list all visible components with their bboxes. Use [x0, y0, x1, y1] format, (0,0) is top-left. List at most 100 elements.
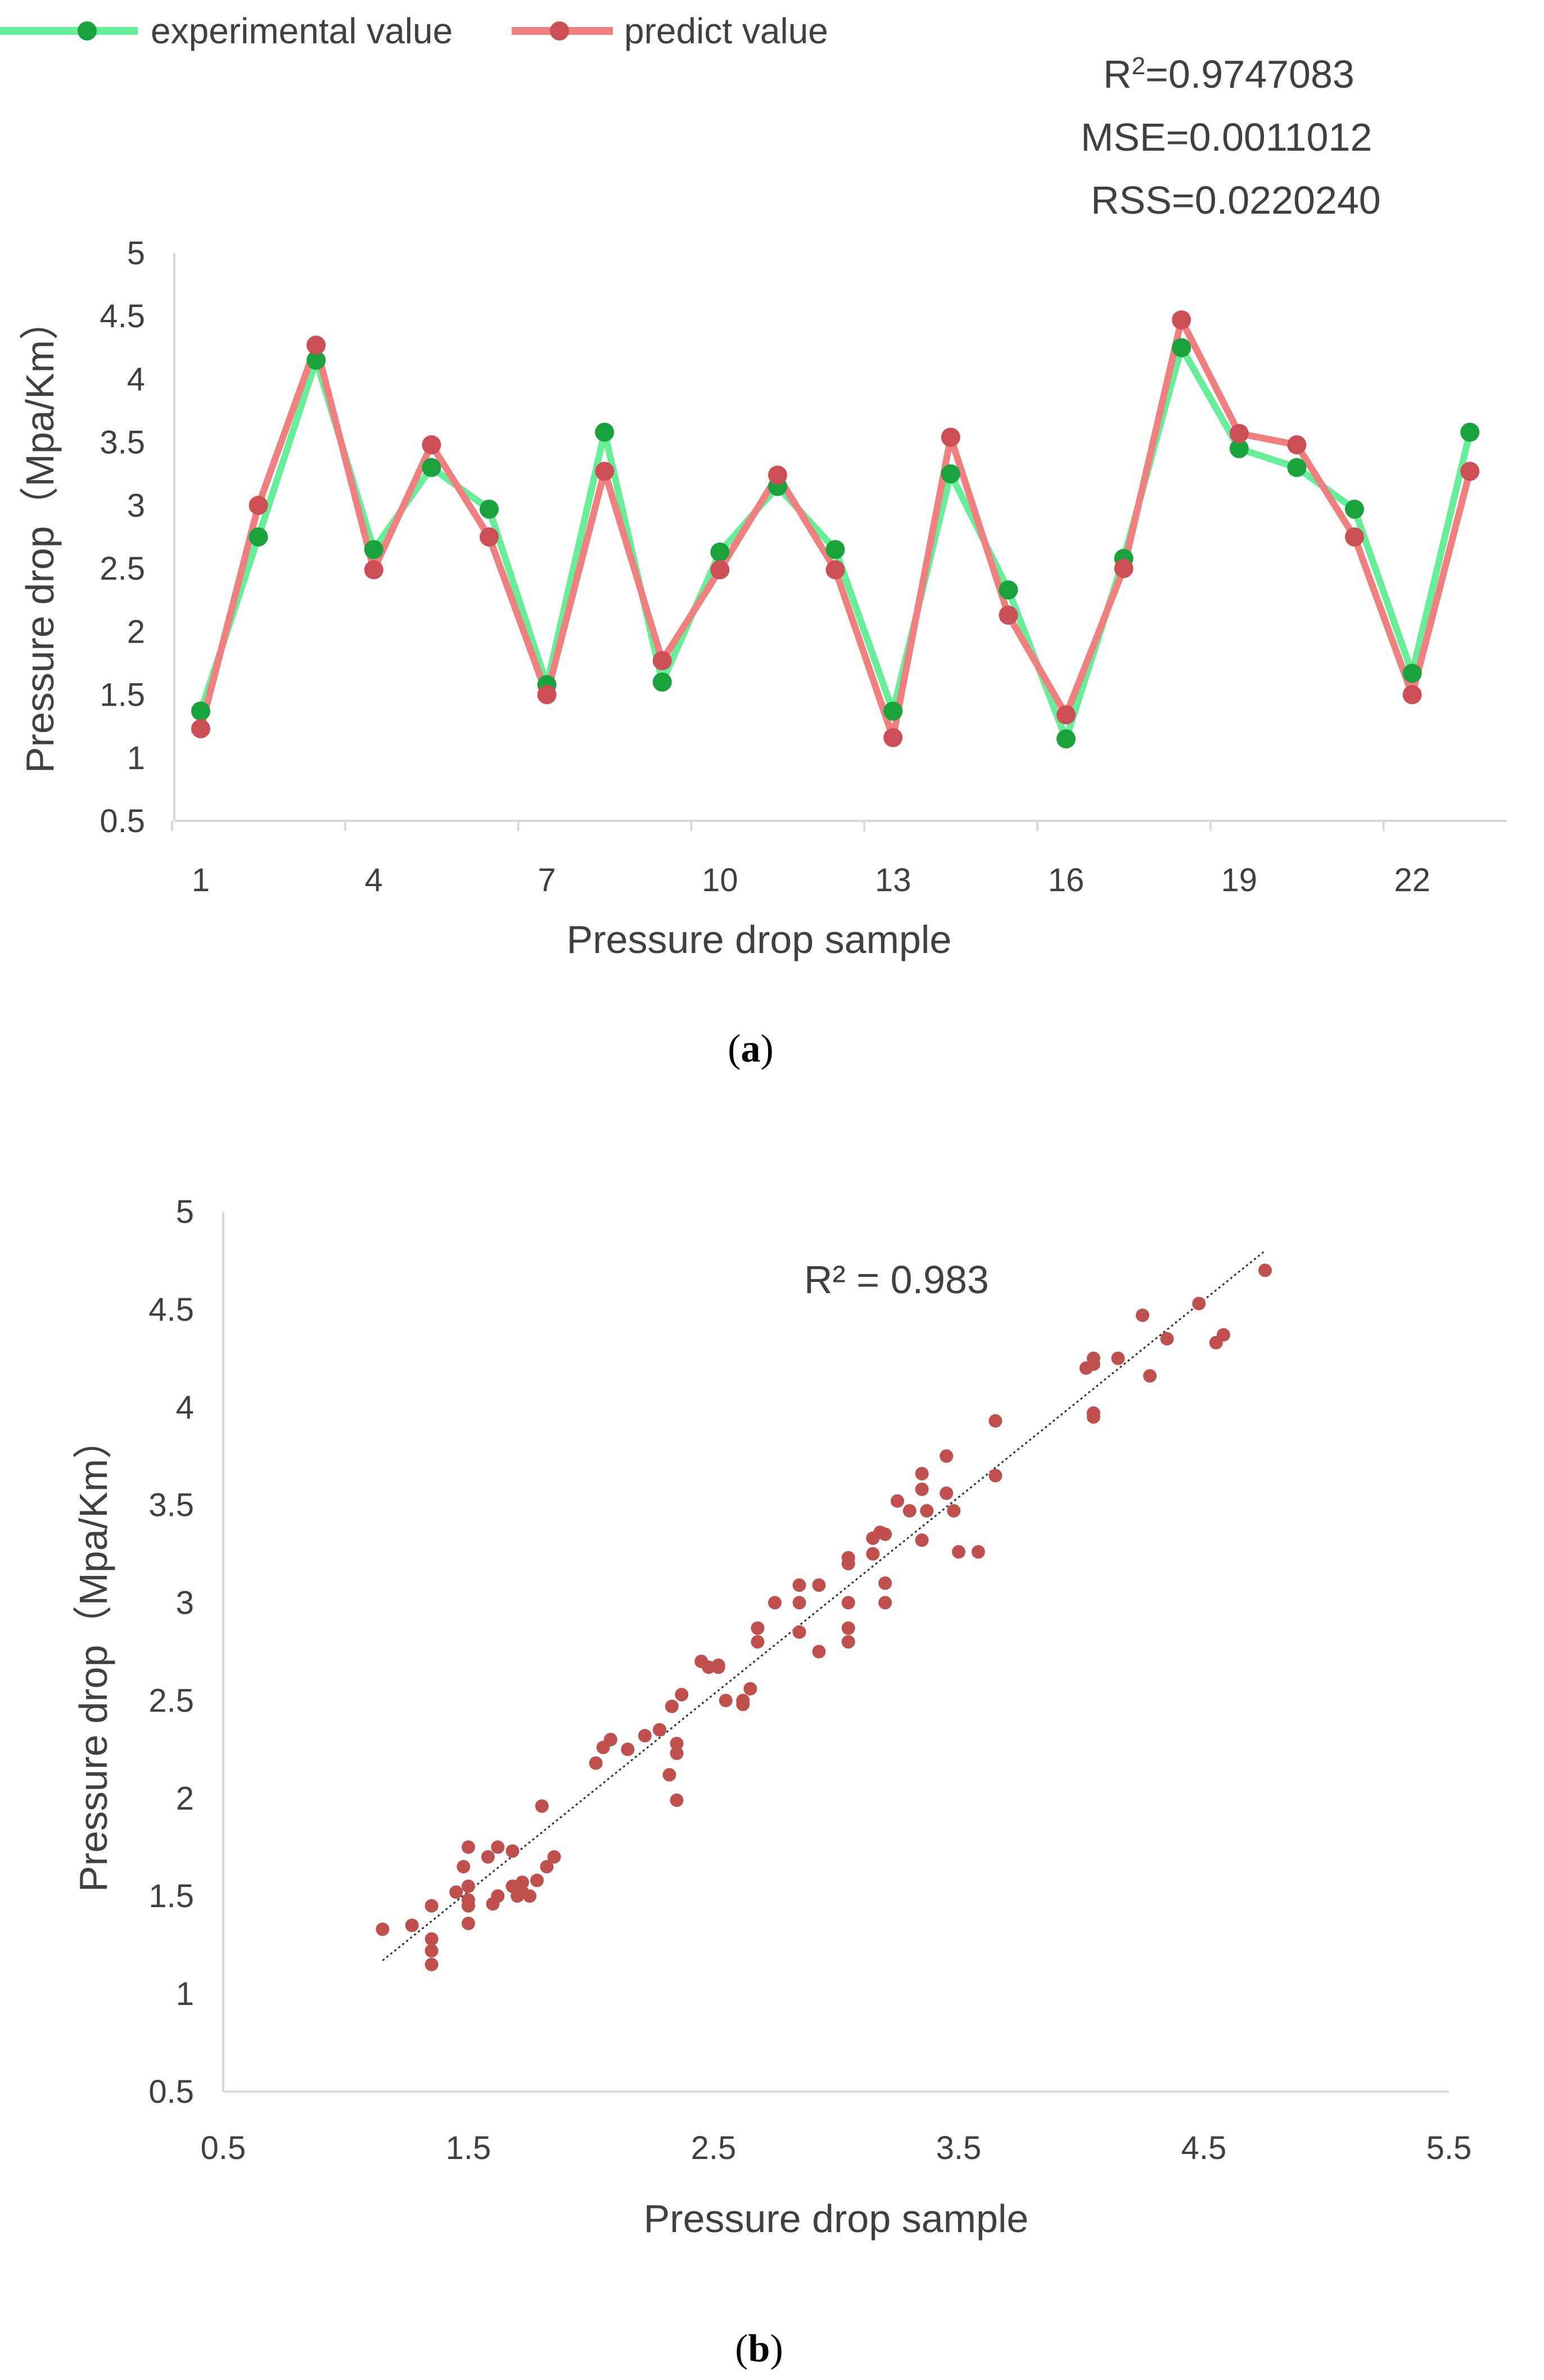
scatter-point — [603, 1733, 617, 1746]
scatter-point — [376, 1922, 390, 1936]
predict-point — [999, 606, 1018, 625]
scatter-point — [670, 1746, 684, 1760]
scatter-point — [988, 1414, 1003, 1428]
scatter-point — [1111, 1351, 1125, 1365]
scatter-point — [812, 1645, 826, 1659]
scatter-point — [736, 1697, 750, 1711]
chart-a-y-tick-label: 2.5 — [100, 550, 145, 587]
chart-a-caption-close: ) — [761, 1027, 774, 1071]
scatter-point — [1136, 1308, 1149, 1322]
scatter-point — [866, 1547, 880, 1561]
chart-b-x-tick-label: 3.5 — [936, 2130, 982, 2166]
predict-point — [1287, 435, 1307, 455]
scatter-point — [515, 1875, 529, 1889]
scatter-point — [425, 1899, 439, 1913]
chart-a-y-tick-label: 4.5 — [100, 298, 145, 335]
scatter-point — [1160, 1332, 1174, 1346]
chart-a-x-tick-label: 13 — [875, 862, 911, 898]
series-line-predict — [197, 316, 1474, 741]
scatter-point — [1216, 1328, 1230, 1342]
experimental-point — [883, 701, 903, 721]
chart-a-x-axis-title: Pressure drop sample — [567, 918, 952, 961]
chart-b-y-tick-label: 0.5 — [148, 2074, 194, 2110]
predict-point — [480, 527, 499, 547]
predict-point — [941, 427, 960, 447]
scatter-point — [841, 1596, 855, 1610]
chart-b-x-tick-label: 5.5 — [1426, 2130, 1472, 2166]
scatter-point — [405, 1918, 419, 1932]
scatter-point — [670, 1736, 684, 1750]
trendline — [382, 1250, 1266, 1962]
predict-point — [883, 728, 903, 747]
scatter-point — [449, 1885, 463, 1899]
chart-b-y-tick-label: 4 — [176, 1389, 194, 1426]
chart-a-y-tick-label: 3 — [127, 487, 145, 524]
scatter-point — [670, 1793, 684, 1807]
experimental-point — [1229, 439, 1249, 458]
scatter-point — [915, 1533, 929, 1547]
predict-point — [1229, 423, 1249, 443]
scatter-point — [1143, 1369, 1157, 1383]
scatter-chart-b: 0.511.522.533.544.55 0.5 1.5 2.5 3.5 4.5 5.5 … — [71, 1194, 1471, 2370]
scatter-point — [540, 1860, 554, 1874]
scatter-point — [621, 1742, 635, 1756]
scatter-point — [812, 1578, 826, 1592]
scatter-point — [940, 1486, 954, 1500]
scatter-point — [535, 1799, 549, 1813]
chart-a-x-tick-label: 7 — [538, 862, 556, 898]
chart-b-caption: (b) — [735, 2327, 783, 2370]
scatter-point — [505, 1844, 520, 1858]
experimental-point — [249, 527, 268, 547]
mse-stat: MSE=0.0011012 — [1081, 115, 1372, 159]
experimental-point — [595, 422, 615, 442]
scatter-point — [743, 1682, 757, 1696]
chart-b-y-axis-title: Pressure drop（Mpa/Km） — [71, 1420, 115, 1892]
chart-b-caption-open: ( — [735, 2327, 748, 2370]
scatter-point — [792, 1596, 806, 1610]
legend-marker-experimental — [78, 21, 97, 40]
scatter-point — [425, 1932, 439, 1946]
chart-a-y-tick-label: 5 — [127, 235, 145, 272]
experimental-point — [422, 458, 441, 477]
scatter-point — [988, 1469, 1003, 1483]
chart-b-y-tick-label: 2.5 — [148, 1682, 194, 1719]
chart-a-y-tick-label: 2 — [127, 613, 145, 650]
chart-a-x-tick-label: 16 — [1048, 862, 1085, 898]
scatter-point — [719, 1693, 733, 1708]
chart-a-x-tick-label: 4 — [365, 862, 383, 898]
predict-point — [1402, 685, 1422, 704]
scatter-point — [462, 1879, 475, 1893]
scatter-point — [751, 1635, 765, 1649]
scatter-point — [675, 1688, 689, 1702]
scatter-point — [878, 1596, 892, 1610]
scatter-point — [1192, 1297, 1206, 1311]
experimental-point — [1172, 338, 1191, 358]
predict-point — [537, 685, 557, 704]
experimental-point — [999, 580, 1018, 600]
rss-stat: RSS=0.0220240 — [1091, 178, 1381, 222]
legend-marker-predict — [550, 21, 569, 40]
chart-a-y-tick-label: 4 — [127, 361, 145, 398]
experimental-point — [1460, 422, 1480, 442]
experimental-point — [941, 464, 960, 484]
scatter-point — [462, 1916, 475, 1930]
scatter-point — [947, 1504, 961, 1518]
scatter-point — [457, 1860, 471, 1874]
scatter-point — [425, 1957, 439, 1971]
predict-point — [1345, 527, 1364, 547]
scatter-point — [792, 1625, 806, 1639]
scatter-point — [878, 1527, 892, 1541]
experimental-point — [1345, 499, 1364, 519]
experimental-point — [364, 540, 383, 559]
scatter-point — [547, 1850, 561, 1864]
predict-point — [306, 335, 326, 355]
predict-point — [364, 560, 383, 580]
chart-a-caption-label: a — [741, 1027, 761, 1071]
scatter-point — [665, 1699, 679, 1713]
chart-b-y-tick-label: 1 — [176, 1976, 194, 2012]
scatter-point — [653, 1723, 667, 1737]
scatter-point — [841, 1557, 855, 1570]
scatter-point — [462, 1840, 475, 1854]
scatter-point — [792, 1578, 806, 1592]
experimental-point — [652, 672, 672, 692]
